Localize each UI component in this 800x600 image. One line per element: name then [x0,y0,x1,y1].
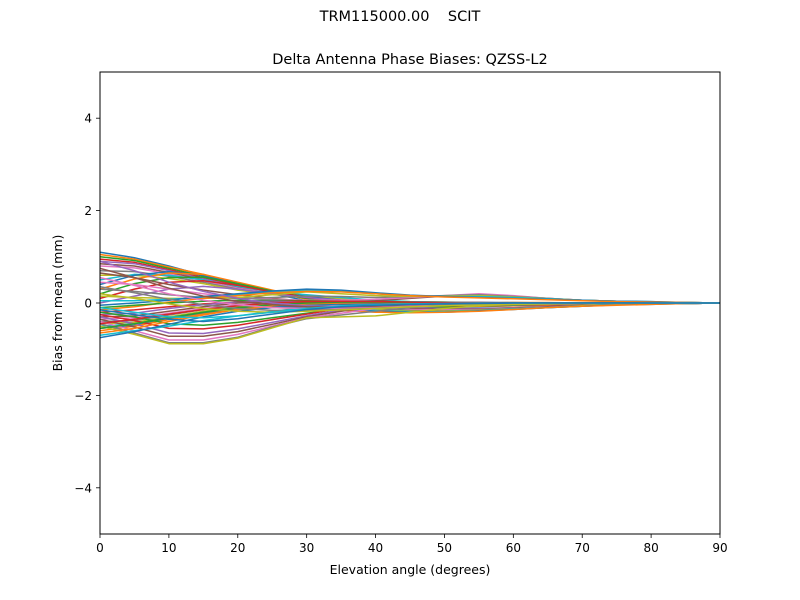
x-axis-label: Elevation angle (degrees) [330,562,491,577]
x-tick-label: 50 [437,541,452,555]
x-tick-label: 40 [368,541,383,555]
y-axis-ticks: −4 −2 0 2 4 [74,112,100,495]
x-tick-label: 60 [506,541,521,555]
x-tick-label: 20 [230,541,245,555]
series-line-22 [99,290,721,311]
chart-title: Delta Antenna Phase Biases: QZSS-L2 [272,52,547,68]
y-tick-label: 0 [84,297,92,311]
x-tick-label: 0 [96,541,104,555]
x-tick-label: 70 [575,541,590,555]
x-tick-label: 90 [712,541,727,555]
y-tick-label: −2 [74,389,92,403]
series-line-51 [99,302,720,323]
x-tick-label: 80 [643,541,658,555]
x-axis-ticks: 0 10 20 30 40 50 60 70 80 90 [96,534,728,555]
y-tick-label: −4 [74,481,92,495]
x-tick-label: 30 [299,541,314,555]
series-layer [99,251,721,345]
y-axis-label: Bias from mean (mm) [50,235,65,372]
y-tick-label: 4 [84,112,92,126]
x-tick-label: 10 [161,541,176,555]
figure-suptitle: TRM115000.00 SCIT [319,9,481,25]
y-tick-label: 2 [84,204,92,218]
